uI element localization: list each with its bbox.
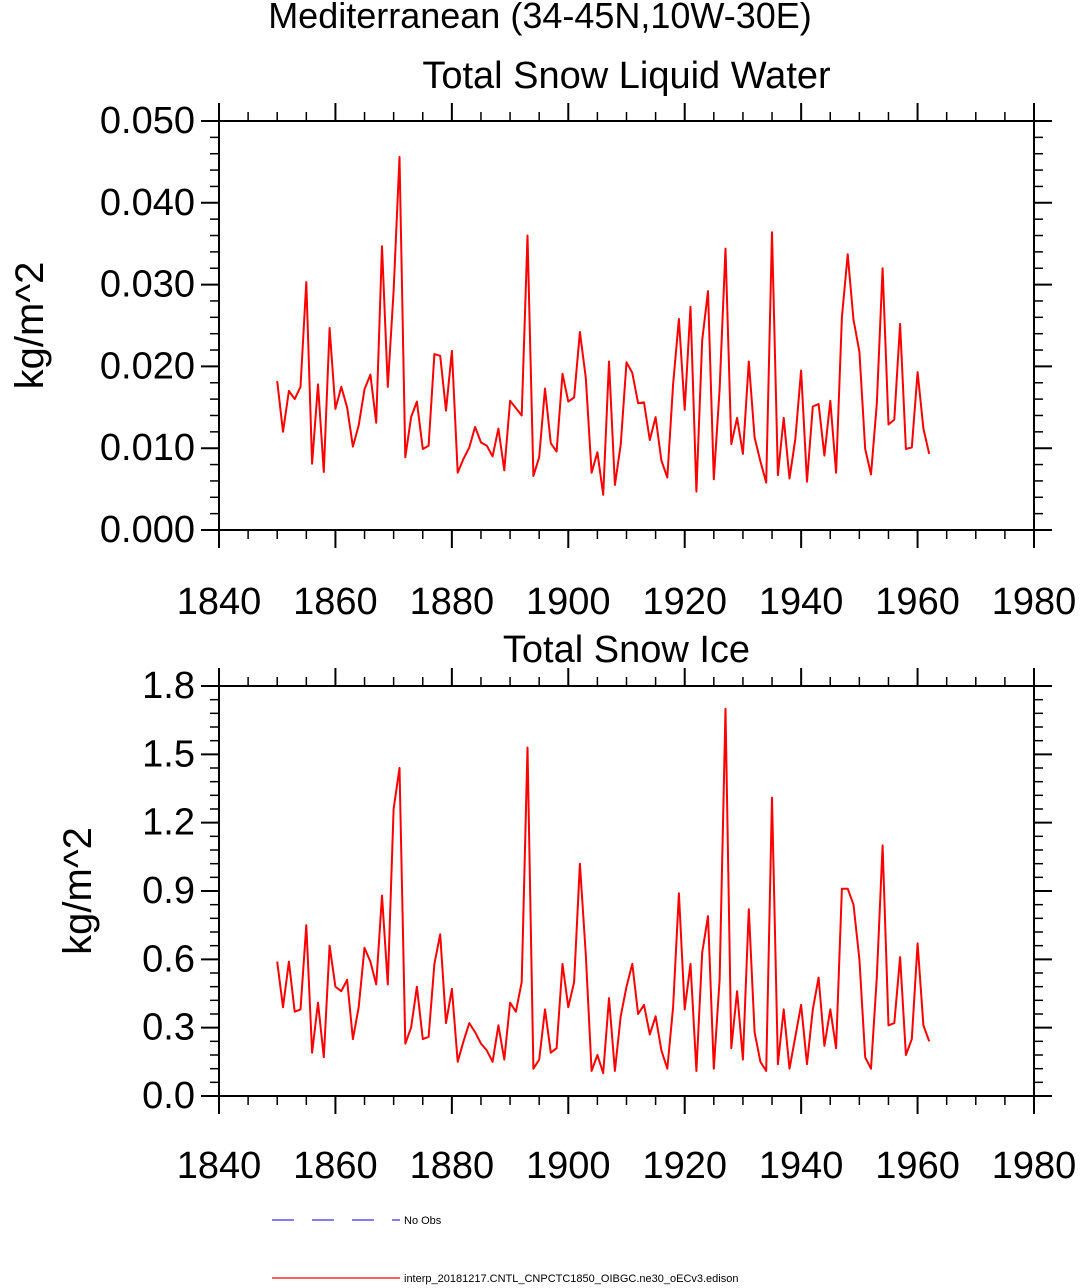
x-tick-label: 1960 — [875, 581, 960, 623]
y-tick-label: 1.8 — [142, 665, 195, 707]
series-line — [276, 707, 931, 1075]
x-tick-label: 1920 — [642, 581, 727, 623]
y-tick-label: 1.2 — [142, 802, 195, 844]
x-tick-label: 1840 — [177, 1145, 262, 1187]
y-axis-label: kg/m^2 — [8, 262, 52, 390]
figure-title: Mediterranean (34-45N,10W-30E) — [268, 0, 812, 36]
y-tick-label: 0.9 — [142, 870, 195, 912]
y-tick-label: 0.050 — [100, 100, 195, 142]
x-tick-label: 1840 — [177, 581, 262, 623]
x-tick-label: 1940 — [759, 1145, 844, 1187]
chart-title: Total Snow Liquid Water — [422, 55, 831, 97]
chart-title: Total Snow Ice — [503, 629, 750, 671]
chart-panel-snow-ice: Total Snow Ice kg/m^2 1840 1860 1880 1900 19… — [56, 629, 1076, 1187]
x-tick-label: 1980 — [992, 581, 1077, 623]
y-tick-label: 0.000 — [100, 509, 195, 551]
y-tick-label: 0.040 — [100, 182, 195, 224]
x-tick-label: 1940 — [759, 581, 844, 623]
plot-frame — [218, 120, 1035, 531]
x-tick-label: 1960 — [875, 1145, 960, 1187]
x-tick-label: 1860 — [293, 1145, 378, 1187]
x-tick-label: 1900 — [526, 1145, 611, 1187]
y-tick-label: 0.3 — [142, 1007, 195, 1049]
chart-panel-snow-liquid-water: Total Snow Liquid Water kg/m^2 1840 1860 1… — [8, 55, 1076, 623]
legend-label-model: interp_20181217.CNTL_CNPCTC1850_OIBGC.ne… — [404, 1273, 738, 1285]
y-tick-label: 0.010 — [100, 427, 195, 469]
legend: No Obs interp_20181217.CNTL_CNPCTC1850_O… — [272, 1215, 738, 1285]
legend-label-no-obs: No Obs — [404, 1215, 442, 1227]
x-tick-label: 1880 — [410, 581, 495, 623]
x-tick-label: 1880 — [410, 1145, 495, 1187]
y-tick-label: 0.020 — [100, 345, 195, 387]
y-tick-label: 0.030 — [100, 264, 195, 306]
y-axis-label: kg/m^2 — [56, 827, 100, 955]
x-tick-label: 1860 — [293, 581, 378, 623]
x-tick-label: 1920 — [642, 1145, 727, 1187]
x-tick-label: 1900 — [526, 581, 611, 623]
x-tick-label: 1980 — [992, 1145, 1077, 1187]
y-tick-label: 0.6 — [142, 938, 195, 980]
y-tick-label: 0.0 — [142, 1075, 195, 1117]
y-tick-label: 1.5 — [142, 733, 195, 775]
series-line — [276, 156, 931, 496]
